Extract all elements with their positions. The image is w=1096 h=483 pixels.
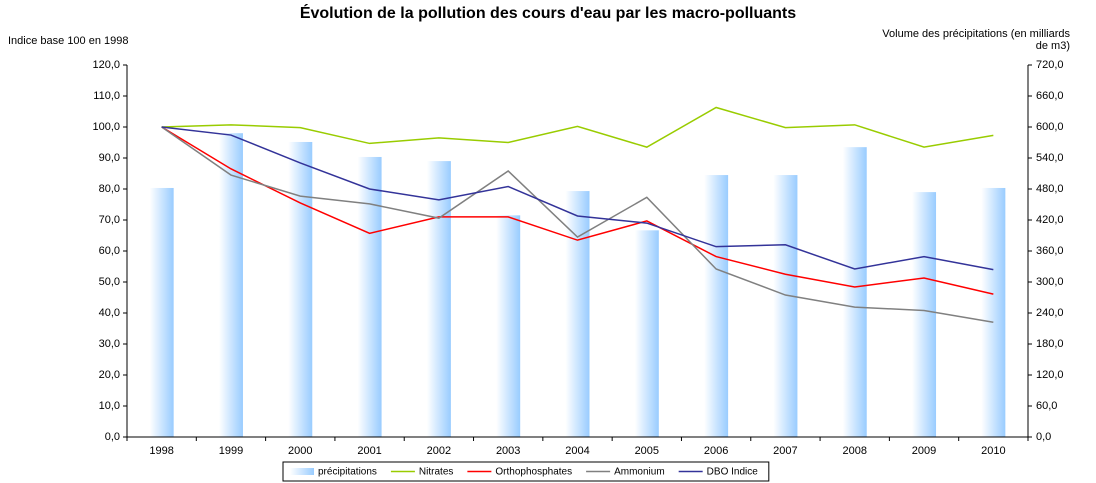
line-series [161, 126, 994, 295]
x-tick-label: 2008 [842, 445, 866, 457]
y2-tick-label: 660,0 [1036, 90, 1064, 102]
bar [149, 187, 174, 437]
y2-tick-label: 60,0 [1036, 400, 1057, 412]
y-tick-label: 110,0 [93, 90, 120, 102]
bar [218, 133, 243, 437]
y-tick-label: 20,0 [99, 369, 120, 381]
chart-title: Évolution de la pollution des cours d'ea… [300, 3, 796, 22]
bar [288, 141, 313, 437]
y-tick-label: 100,0 [92, 121, 120, 133]
x-tick-label: 2001 [357, 445, 381, 457]
y-tick-label: 60,0 [99, 245, 120, 257]
x-tick-label: 1999 [219, 445, 243, 457]
bar [704, 175, 729, 438]
bar [773, 175, 798, 438]
x-tick-label: 2002 [427, 445, 451, 457]
bar [496, 215, 521, 437]
legend-label: DBO Indice [707, 467, 759, 478]
bar [357, 156, 382, 437]
bar [912, 192, 937, 437]
legend: précipitations Nitrates Orthophosphates Amm… [282, 461, 770, 482]
x-tick-label: 2004 [565, 445, 589, 457]
y-tick-label: 40,0 [99, 307, 120, 319]
line-series [161, 126, 994, 271]
legend-box [282, 461, 770, 482]
x-tick-label: 2007 [773, 445, 797, 457]
y-axis-label: Indice base 100 en 1998 [8, 35, 129, 47]
y-tick-label: 50,0 [99, 276, 120, 288]
y2-tick-label: 720,0 [1036, 59, 1064, 71]
legend-label: Ammonium [614, 467, 665, 478]
x-tick-label: 2005 [635, 445, 659, 457]
y2-tick-label: 600,0 [1036, 121, 1064, 133]
bar [981, 187, 1006, 437]
bar [842, 147, 867, 437]
line-series [161, 126, 994, 324]
y2-tick-label: 240,0 [1036, 307, 1064, 319]
y-tick-label: 0,0 [105, 431, 120, 443]
y2-tick-label: 300,0 [1036, 276, 1064, 288]
y2-axis-label: Volume des précipitations (en milliards … [882, 28, 1070, 52]
legend-label: Orthophosphates [495, 467, 572, 478]
y-tick-label: 90,0 [99, 152, 120, 164]
y-tick-label: 10,0 [99, 400, 120, 412]
x-tick-label: 1998 [149, 445, 173, 457]
x-tick-label: 2009 [912, 445, 936, 457]
legend-label: précipitations [318, 467, 377, 478]
y2-tick-label: 480,0 [1036, 183, 1064, 195]
y2-tick-label: 420,0 [1036, 214, 1064, 226]
bar [565, 191, 590, 437]
x-tick-label: 2003 [496, 445, 520, 457]
y-tick-label: 80,0 [99, 183, 120, 195]
bar [426, 161, 451, 437]
y2-tick-label: 360,0 [1036, 245, 1064, 257]
x-tick-label: 2000 [288, 445, 312, 457]
bar [634, 230, 659, 437]
legend-label: Nitrates [419, 467, 453, 478]
x-tick-label: 2010 [981, 445, 1005, 457]
line-series [161, 106, 994, 148]
y-tick-label: 70,0 [99, 214, 120, 226]
y2-tick-label: 0,0 [1036, 431, 1051, 443]
y2-tick-label: 120,0 [1036, 369, 1064, 381]
y-tick-label: 120,0 [92, 59, 120, 71]
y-tick-label: 30,0 [99, 338, 120, 350]
y2-tick-label: 180,0 [1036, 338, 1064, 350]
y2-tick-label: 540,0 [1036, 152, 1064, 164]
x-tick-label: 2006 [704, 445, 728, 457]
legend-swatch [290, 468, 314, 475]
